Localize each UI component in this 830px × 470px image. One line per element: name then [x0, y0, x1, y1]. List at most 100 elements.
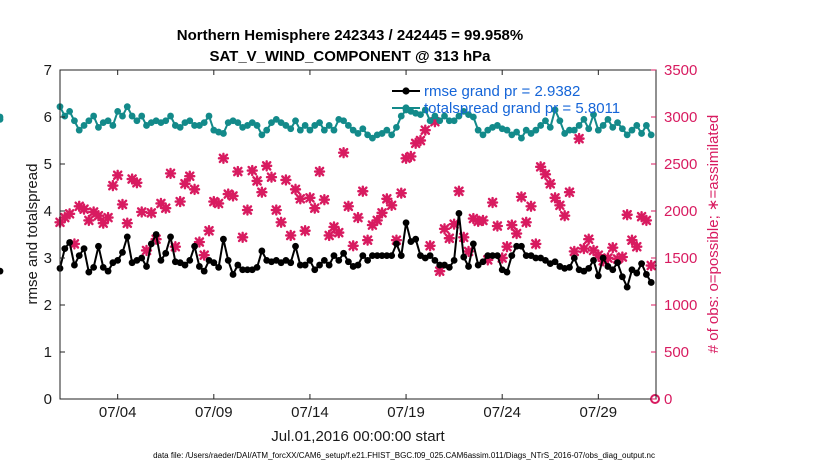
rmse-point — [311, 266, 319, 274]
spread-point — [176, 123, 184, 131]
obs-assimilated-point — [251, 175, 263, 187]
obs-assimilated-point — [193, 236, 206, 248]
rmse-point — [412, 235, 420, 243]
legend-rmse-marker — [402, 87, 410, 95]
legend-spread-marker — [402, 104, 410, 112]
rmse-point — [551, 258, 559, 266]
y-tick-label: 0 — [44, 391, 52, 408]
obs-assimilated-point — [616, 251, 629, 263]
obs-assimilated-point — [318, 194, 331, 206]
y-tick-label: 6 — [44, 109, 52, 126]
obs-assimilated-point — [304, 192, 316, 204]
rmse-point — [359, 252, 367, 260]
rmse-point — [388, 252, 396, 260]
spread-point — [95, 123, 102, 131]
rmse-point — [628, 266, 636, 274]
rmse-point — [378, 252, 386, 260]
rmse-point — [186, 256, 194, 264]
rmse-point — [450, 256, 458, 264]
rmse-point — [306, 256, 314, 264]
rmse-point — [383, 252, 391, 260]
spread-point — [325, 122, 333, 129]
obs-assimilated-point — [78, 203, 90, 215]
spread-point — [561, 130, 569, 137]
rmse-point — [244, 266, 251, 274]
rmse-point — [224, 256, 232, 264]
obs-assimilated-point — [400, 152, 412, 165]
obs-assimilated-point — [573, 132, 585, 145]
obs-assimilated-point — [217, 152, 230, 165]
spread-point — [80, 122, 88, 129]
obs-assimilated-point — [534, 161, 547, 173]
spread-point — [263, 126, 271, 134]
rmse-point — [638, 260, 645, 268]
spread-point — [647, 131, 655, 139]
y2-tick-label: 1000 — [664, 297, 697, 314]
spread-point — [474, 126, 482, 134]
obs-assimilated-point — [212, 197, 225, 210]
spread-point — [301, 122, 309, 129]
obs-assimilated-point — [366, 219, 379, 231]
obs-assimilated-point — [611, 253, 624, 265]
obs-assimilated-point — [333, 226, 345, 239]
rmse-point — [95, 242, 102, 250]
rmse-point — [335, 256, 343, 264]
x-tick-label: 07/04 — [99, 404, 137, 421]
x-axis-label: Jul.01,2016 00:00:00 start — [271, 428, 445, 445]
y2-tick-label: 2000 — [664, 203, 697, 220]
rmse-point — [465, 263, 472, 270]
spread-point — [580, 115, 588, 123]
rmse-point — [599, 254, 607, 262]
spread-point — [383, 126, 391, 134]
spread-point — [431, 112, 439, 120]
legend-spread-label: totalspread grand pr = 5.8011 — [424, 100, 620, 117]
obs-assimilated-point — [155, 197, 167, 210]
obs-assimilated-point — [645, 259, 657, 272]
spread-point — [167, 112, 174, 120]
rmse-point — [99, 264, 107, 271]
rmse-point — [585, 264, 593, 272]
obs-assimilated-point — [510, 227, 523, 240]
rmse-point — [566, 264, 573, 271]
obs-assimilated-point — [68, 238, 81, 250]
obs-assimilated-point — [174, 195, 186, 208]
obs-assimilated-point — [102, 211, 114, 224]
spread-point — [133, 117, 141, 125]
obs-assimilated-point — [179, 178, 191, 190]
data-file-footnote: data file: /Users/raeder/DAI/ATM_forcXX/… — [153, 451, 655, 460]
spread-point — [532, 126, 540, 134]
rmse-point — [618, 273, 626, 281]
legend: rmse grand pr = 2.9382 totalspread grand… — [392, 83, 620, 117]
rmse-point — [292, 242, 299, 250]
spread-point — [551, 106, 559, 114]
chart-title: Northern Hemisphere 242343 / 242445 = 99… — [177, 27, 523, 44]
obs-assimilated-point — [59, 211, 71, 224]
obs-assimilated-point — [208, 195, 220, 208]
obs-assimilated-point — [131, 177, 143, 189]
spread-point — [292, 117, 299, 125]
obs-assimilated-point — [371, 214, 383, 227]
spread-point — [570, 126, 578, 134]
rmse-point — [594, 272, 602, 280]
obs-assimilated-point — [121, 217, 133, 229]
spread-point — [566, 126, 573, 134]
spread-point — [614, 119, 621, 127]
spread-point — [455, 112, 463, 120]
y-tick-label: 3 — [44, 250, 52, 267]
obs-assimilated-point — [390, 234, 403, 246]
obs-assimilated-point — [462, 245, 475, 258]
spread-point — [123, 103, 131, 111]
y-tick-label: 5 — [44, 156, 52, 173]
rmse-point — [469, 240, 477, 248]
obs-assimilated-point — [453, 185, 465, 197]
obs-assimilated-point — [188, 183, 201, 196]
spread-point — [426, 117, 434, 125]
rmse-point — [513, 242, 521, 250]
obs-assimilated-point — [352, 211, 364, 224]
rmse-point — [119, 248, 126, 256]
rmse-point — [143, 263, 150, 270]
rmse-point — [80, 245, 88, 253]
obs-assimilated-point — [583, 233, 595, 245]
obs-assimilated-point — [265, 171, 278, 183]
